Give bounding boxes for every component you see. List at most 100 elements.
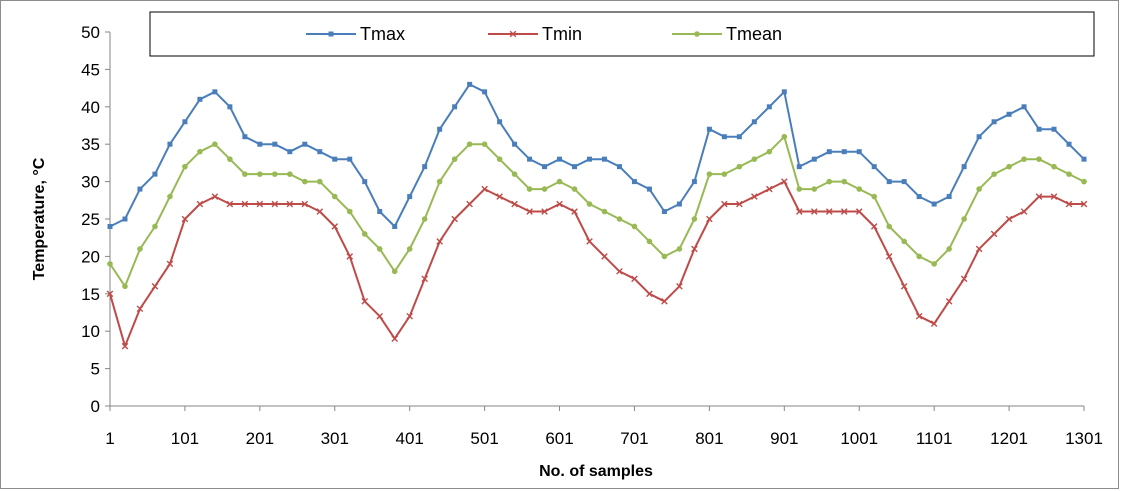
data-point-tmin: [256, 200, 264, 208]
data-point-tmean: [616, 216, 623, 222]
data-point-tmin: [990, 230, 998, 238]
y-tick-label: 0: [91, 397, 100, 416]
data-point-tmean: [316, 178, 323, 185]
series-line-tmax: [109, 83, 1085, 228]
x-tick-label: 501: [470, 429, 498, 448]
data-point-tmean: [976, 186, 982, 192]
data-point-tmin: [960, 275, 968, 283]
data-point-tmin: [1080, 200, 1088, 208]
data-point-tmax: [1021, 104, 1027, 110]
x-tick-label: 301: [321, 429, 349, 448]
data-point-tmean: [856, 186, 863, 192]
data-point-tmin: [1050, 193, 1058, 200]
data-point-tmin: [870, 223, 878, 230]
data-point-tmax: [152, 171, 158, 177]
data-point-tmin: [930, 320, 938, 328]
data-point-tmin: [766, 185, 773, 193]
data-point-tmean: [826, 178, 833, 185]
data-point-tmean: [346, 208, 353, 215]
legend-marker-tmin: [509, 30, 517, 38]
data-point-tmean: [152, 223, 158, 230]
data-point-tmax: [901, 179, 907, 185]
data-point-tmax: [107, 223, 113, 229]
data-point-tmax: [467, 81, 473, 87]
data-point-tmean: [901, 238, 907, 245]
data-point-tmax: [1036, 126, 1042, 132]
data-point-tmax: [736, 134, 742, 140]
data-point-tmean: [931, 261, 937, 267]
data-point-tmean: [646, 238, 653, 245]
data-point-tmin: [391, 335, 399, 342]
data-point-tmean: [556, 178, 563, 185]
data-point-tmean: [526, 186, 533, 192]
y-tick-label: 40: [81, 98, 100, 117]
data-point-tmean: [721, 171, 728, 177]
data-point-tmax: [676, 201, 682, 207]
data-point-tmean: [796, 186, 803, 192]
data-point-tmax: [587, 156, 593, 162]
data-point-tmax: [661, 209, 667, 215]
data-point-tmax: [572, 164, 578, 170]
legend-label-tmean: Tmean: [726, 24, 782, 44]
data-point-tmin: [511, 200, 518, 208]
data-point-tmean: [871, 193, 878, 200]
data-point-tmin: [166, 260, 174, 268]
y-tick-label: 25: [81, 210, 100, 229]
data-point-tmin: [151, 283, 159, 290]
data-point-tmax: [916, 194, 922, 200]
data-point-tmax: [931, 201, 937, 207]
data-point-tmean: [496, 156, 503, 162]
y-tick-label: 20: [81, 247, 100, 266]
data-point-tmean: [961, 216, 967, 222]
data-point-tmax: [212, 89, 218, 95]
x-tick-label: 1301: [1065, 429, 1103, 448]
data-point-tmax: [1066, 141, 1072, 147]
data-point-tmin: [676, 283, 683, 290]
data-point-tmax: [452, 104, 458, 110]
data-point-tmin: [1065, 200, 1073, 208]
data-point-tmin: [226, 200, 234, 208]
data-point-tmean: [631, 223, 638, 230]
data-point-tmin: [271, 200, 279, 208]
data-point-tmin: [975, 245, 983, 253]
data-point-tmin: [346, 253, 354, 260]
legend-item-tmin: Tmin: [488, 24, 582, 44]
data-point-tmax: [691, 179, 697, 185]
data-point-tmax: [302, 141, 308, 147]
data-point-tmax: [766, 104, 772, 110]
data-point-tmin: [661, 297, 668, 305]
series-line-tmin: [109, 180, 1084, 348]
data-point-tmax: [362, 179, 368, 185]
data-point-tmean: [406, 246, 413, 252]
data-point-tmin: [121, 342, 129, 350]
x-tick-label: 101: [171, 429, 199, 448]
data-point-tmax: [317, 149, 323, 155]
data-point-tmax: [332, 156, 338, 162]
data-point-tmin: [736, 200, 743, 208]
data-point-tmax: [1051, 126, 1057, 132]
data-point-tmax: [991, 119, 997, 125]
legend: Tmax Tmin Tmean: [149, 11, 1095, 57]
data-point-tmean: [586, 201, 593, 207]
y-tick-label: 50: [81, 23, 100, 42]
data-point-tmean: [811, 186, 818, 192]
data-point-tmax: [706, 126, 712, 132]
data-point-tmin: [810, 208, 818, 215]
data-point-tmax: [242, 134, 248, 140]
data-point-tmax: [257, 141, 263, 147]
data-point-tmean: [571, 186, 578, 192]
series-layer: [106, 81, 1088, 350]
data-point-tmin: [751, 193, 758, 200]
data-point-tmean: [257, 171, 263, 177]
data-point-tmin: [840, 208, 848, 215]
data-point-tmax: [182, 119, 188, 125]
data-point-tmin: [915, 312, 923, 320]
data-point-tmean: [197, 148, 203, 155]
data-point-tmin: [825, 208, 833, 215]
data-point-tmax: [856, 149, 862, 155]
data-point-tmax: [482, 89, 488, 95]
data-point-tmin: [646, 290, 653, 298]
data-point-tmax: [1081, 156, 1087, 162]
data-point-tmax: [601, 156, 607, 162]
